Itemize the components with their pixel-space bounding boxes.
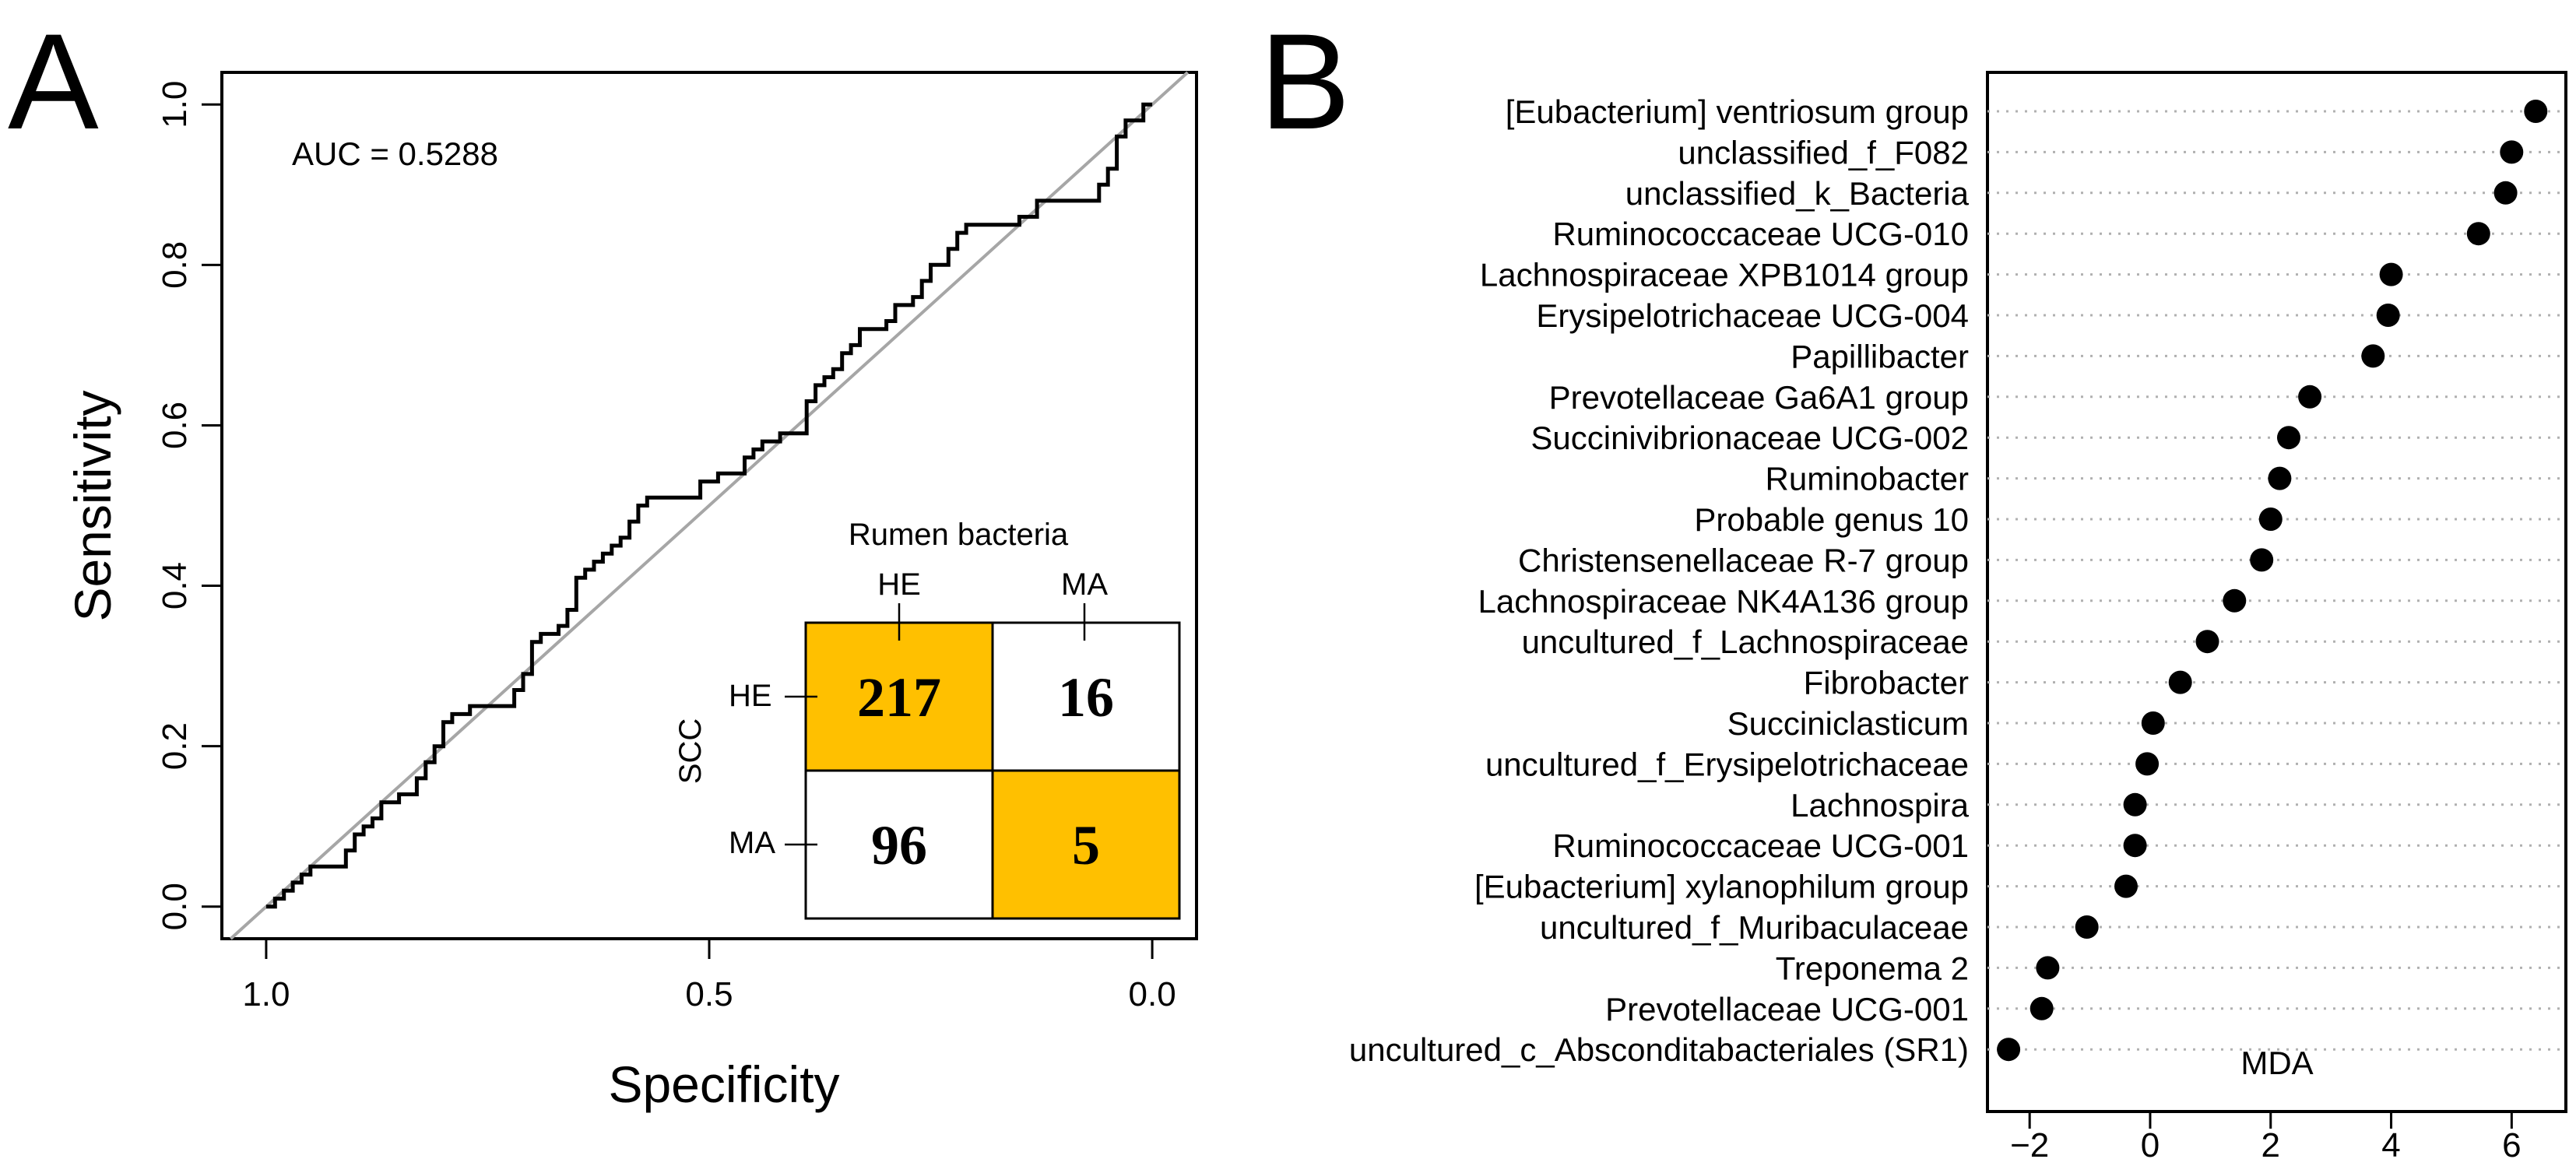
panel-letter-a: A	[8, 6, 99, 158]
feature-label: uncultured_f_Lachnospiraceae	[1522, 623, 1969, 660]
feature-labels: [Eubacterium] ventriosum group unclassifi…	[1349, 93, 1970, 1068]
importance-point	[2277, 426, 2300, 450]
importance-point	[2195, 630, 2219, 654]
importance-point	[2030, 996, 2054, 1020]
x-tick-label: 0.0	[1129, 975, 1176, 1013]
feature-label: [Eubacterium] xylanophilum group	[1474, 869, 1969, 905]
feature-label: uncultured_c_Absconditabacteriales (SR1)	[1349, 1031, 1969, 1068]
cm-value-ma-he: 96	[871, 814, 927, 876]
feature-label: uncultured_f_Erysipelotrichaceae	[1485, 746, 1969, 782]
cm-row-label-ma: MA	[729, 826, 775, 860]
x-tick-label: 4	[2381, 1126, 2400, 1159]
importance-point	[2524, 100, 2548, 123]
x-tick-label: 1.0	[242, 975, 290, 1013]
feature-label: Papillibacter	[1791, 338, 1969, 374]
importance-point	[2379, 262, 2403, 286]
x-tick-label: 0	[2141, 1126, 2160, 1159]
feature-label: Prevotellaceae UCG-001	[1605, 991, 1969, 1027]
dotted-guide-lines	[1987, 110, 2566, 1051]
cm-value-he-he: 217	[857, 666, 941, 729]
panel-a-roc: A 1.0 0.5 0.0 0.0 0.2 0.4 0.6 0.8 1.0 AUC = 0.5…	[8, 6, 1198, 1113]
importance-point	[2493, 181, 2518, 205]
importance-plot-frame	[1986, 71, 2567, 1113]
importance-point	[2466, 222, 2490, 246]
cm-row-label-he: HE	[729, 679, 772, 713]
importance-point	[2114, 874, 2138, 898]
feature-label: Lachnospira	[1791, 787, 1969, 824]
x-axis-title: MDA	[2240, 1045, 2313, 1081]
importance-point	[2500, 140, 2524, 164]
x-tick-label: −2	[2010, 1126, 2049, 1159]
feature-label: Treponema 2	[1776, 950, 1969, 986]
confusion-matrix-inset: Rumen bacteria SCC HE MA HE MA 217 16 96…	[673, 518, 1181, 920]
panel-b-importance: B [Eubacterium] ventriosum group unclassi…	[1260, 6, 2567, 1159]
importance-point	[1997, 1038, 2021, 1062]
feature-label: Ruminobacter	[1766, 461, 1969, 497]
cm-column-label-ma: MA	[1061, 567, 1108, 602]
importance-point	[2123, 834, 2147, 858]
y-tick-label: 1.0	[156, 81, 194, 128]
y-tick-label: 0.8	[156, 241, 194, 289]
feature-label: Prevotellaceae Ga6A1 group	[1549, 379, 1969, 416]
feature-label: Probable genus 10	[1694, 501, 1969, 538]
importance-point	[2135, 752, 2160, 776]
feature-label: Christensenellaceae R-7 group	[1518, 542, 1969, 578]
x-tick-label: 6	[2502, 1126, 2521, 1159]
auc-annotation: AUC = 0.5288	[292, 135, 498, 172]
y-tick-label: 0.2	[156, 722, 194, 770]
cm-value-he-ma: 16	[1058, 666, 1114, 729]
importance-point	[2141, 711, 2165, 735]
importance-point	[2036, 956, 2060, 980]
x-tick-label: 2	[2261, 1126, 2280, 1159]
importance-point	[2376, 304, 2400, 327]
feature-label: Succiniclasticum	[1727, 705, 1969, 742]
x-axis-ticks: 1.0 0.5 0.0	[242, 939, 1176, 1013]
feature-label: Fibrobacter	[1804, 665, 1969, 701]
x-axis-ticks: −2 0 2 4 6	[2010, 1112, 2522, 1159]
y-tick-label: 0.6	[156, 402, 194, 449]
importance-point	[2298, 385, 2322, 409]
confusion-matrix-title: Rumen bacteria	[849, 518, 1069, 552]
feature-label: Lachnospiraceae XPB1014 group	[1480, 257, 1969, 293]
x-axis-title: Specificity	[608, 1055, 839, 1113]
feature-label: Ruminococcaceae UCG-010	[1552, 216, 1969, 252]
feature-label: Erysipelotrichaceae UCG-004	[1536, 297, 1969, 334]
importance-point	[2168, 670, 2192, 694]
importance-points	[1997, 100, 2548, 1062]
cm-value-ma-ma: 5	[1072, 814, 1100, 876]
y-axis-ticks: 0.0 0.2 0.4 0.6 0.8 1.0	[156, 81, 222, 930]
feature-label: uncultured_f_Muribaculaceae	[1540, 909, 1969, 946]
feature-label: unclassified_f_F082	[1678, 134, 1969, 170]
feature-label: Ruminococcaceae UCG-001	[1552, 827, 1969, 864]
y-tick-label: 0.4	[156, 562, 194, 609]
importance-point	[2361, 344, 2385, 368]
roc-line	[265, 102, 1153, 909]
importance-point	[2258, 508, 2283, 531]
importance-point	[2250, 548, 2274, 572]
feature-label: Succinivibrionaceae UCG-002	[1530, 420, 1969, 456]
importance-point	[2268, 466, 2292, 490]
cm-column-label-he: HE	[877, 567, 921, 602]
feature-label: unclassified_k_Bacteria	[1625, 175, 1970, 212]
y-tick-label: 0.0	[156, 883, 194, 930]
cm-cell-ma-ma	[993, 771, 1179, 918]
roc-curve	[265, 102, 1153, 909]
importance-point	[2123, 792, 2147, 817]
panel-letter-b: B	[1260, 6, 1351, 158]
x-tick-label: 0.5	[685, 975, 733, 1013]
importance-point	[2223, 588, 2247, 613]
feature-label: [Eubacterium] ventriosum group	[1506, 93, 1969, 130]
cm-cell-he-he	[806, 623, 993, 771]
feature-label: Lachnospiraceae NK4A136 group	[1478, 583, 1969, 620]
importance-point	[2075, 915, 2099, 939]
y-axis-title: Sensitivity	[64, 390, 121, 621]
confusion-matrix-row-axis-label: SCC	[673, 718, 708, 784]
